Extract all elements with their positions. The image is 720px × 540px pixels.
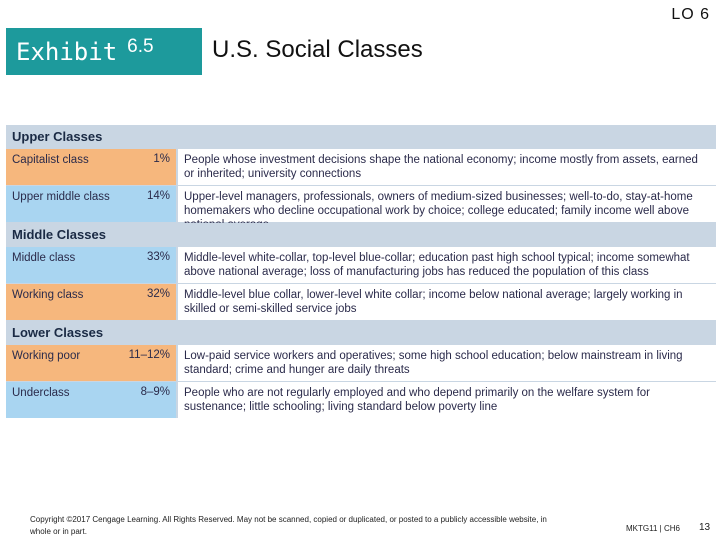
section-header-middle: Middle Classes xyxy=(6,223,716,247)
class-name: Capitalist class xyxy=(6,149,126,185)
section-header-upper: Upper Classes xyxy=(6,125,716,149)
class-name: Working class xyxy=(6,284,126,320)
exhibit-title: U.S. Social Classes xyxy=(212,36,423,63)
class-name: Underclass xyxy=(6,382,126,418)
table-row: Capitalist class 1% People whose investm… xyxy=(6,149,716,185)
class-percent: 14% xyxy=(126,186,176,222)
class-description: Low-paid service workers and operatives;… xyxy=(178,345,716,381)
class-description: Upper-level managers, professionals, own… xyxy=(178,186,716,231)
class-description: People who are not regularly employed an… xyxy=(178,382,716,418)
lo-label: LO 6 xyxy=(671,6,710,23)
class-description: People whose investment decisions shape … xyxy=(178,149,716,185)
social-classes-table: Upper Classes Capitalist class 1% People… xyxy=(6,125,716,418)
table-row: Working class 32% Middle-level blue coll… xyxy=(6,284,716,320)
section-header-lower: Lower Classes xyxy=(6,321,716,345)
table-row: Working poor 11–12% Low-paid service wor… xyxy=(6,345,716,381)
class-name: Working poor xyxy=(6,345,126,381)
exhibit-number: 6.5 xyxy=(127,35,154,57)
class-description: Middle-level white-collar, top-level blu… xyxy=(178,247,716,283)
class-percent: 8–9% xyxy=(126,382,176,418)
class-percent: 11–12% xyxy=(126,345,176,381)
class-percent: 1% xyxy=(126,149,176,185)
exhibit-word: Exhibit xyxy=(16,37,118,66)
class-percent: 32% xyxy=(126,284,176,320)
table-row: Upper middle class 14% Upper-level manag… xyxy=(6,186,716,231)
page-number: 13 xyxy=(699,522,711,533)
class-percent: 33% xyxy=(126,247,176,283)
table-row: Middle class 33% Middle-level white-coll… xyxy=(6,247,716,283)
course-chapter-label: MKTG11 | CH6 xyxy=(626,524,680,533)
copyright-notice: Copyright ©2017 Cengage Learning. All Ri… xyxy=(30,515,547,536)
table-row: Underclass 8–9% People who are not regul… xyxy=(6,382,716,418)
class-name: Middle class xyxy=(6,247,126,283)
class-description: Middle-level blue collar, lower-level wh… xyxy=(178,284,716,320)
class-name: Upper middle class xyxy=(6,186,126,222)
exhibit-label-box: Exhibit 6.5 xyxy=(6,28,202,75)
